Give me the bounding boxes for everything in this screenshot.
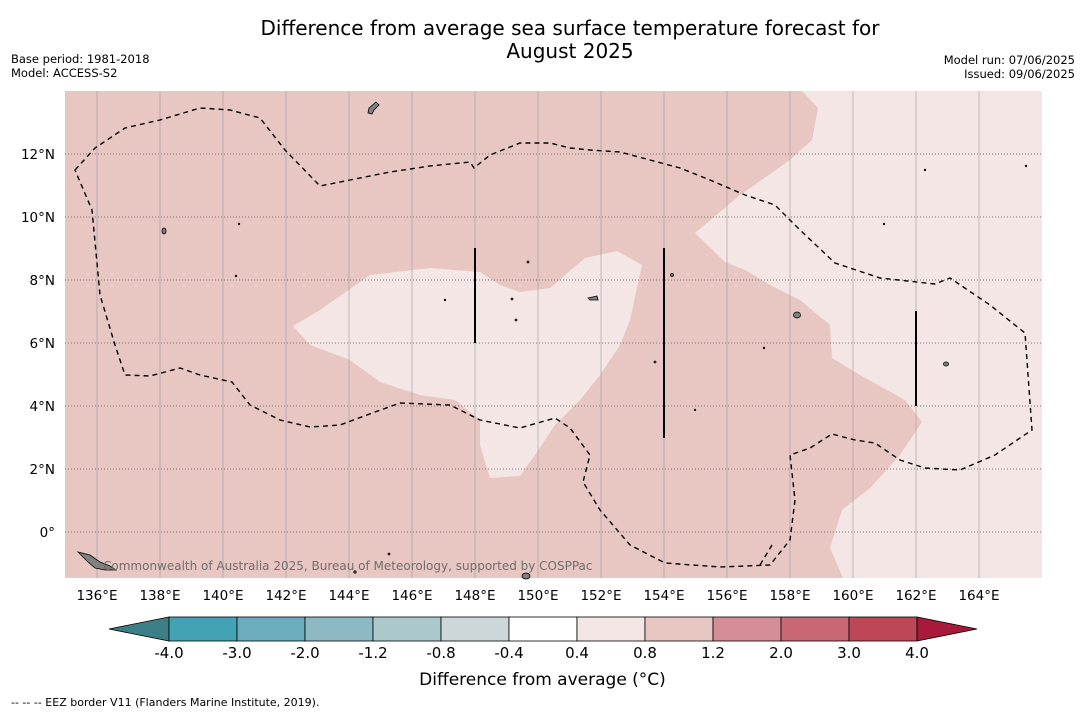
lon-label: 148°E [454, 588, 495, 604]
colorbar-tick-label: -1.2 [358, 644, 387, 662]
island-pohnpei [793, 311, 801, 319]
lon-label: 146°E [391, 588, 432, 604]
eez-south-segment [759, 544, 773, 566]
island-small-7 [510, 297, 514, 301]
colorbar-swatch [848, 616, 918, 642]
colorbar-tick-label: -4.0 [154, 644, 183, 662]
lat-label: 8°N [30, 273, 55, 289]
colorbar-tick-label: 0.4 [565, 644, 589, 662]
island-small-4 [387, 552, 391, 556]
lat-label: 0° [40, 525, 55, 541]
meta-right: Model run: 07/06/2025 Issued: 09/06/2025 [944, 53, 1075, 81]
model-run: Model run: 07/06/2025 [943, 53, 1075, 67]
anomaly-region-central [293, 251, 642, 478]
lon-label: 150°E [517, 588, 558, 604]
island-kosrae [943, 361, 949, 367]
colorbar-swatch [576, 616, 646, 642]
colorbar-tick-label: 1.2 [701, 644, 725, 662]
chart-title-line2: August 2025 [506, 39, 634, 63]
longitude-labels: 136°E 138°E 140°E 142°E 144°E 146°E 148°… [76, 588, 999, 604]
lon-label: 158°E [769, 588, 810, 604]
lon-label: 164°E [958, 588, 999, 604]
island-small-2 [521, 572, 531, 580]
latitude-labels: 12°N 10°N 8°N 6°N 4°N 2°N 0° [21, 147, 55, 541]
colorbar-tick-label: -0.4 [494, 644, 523, 662]
colorbar-tick-label: 2.0 [769, 644, 793, 662]
base-period: Base period: 1981-2018 [11, 52, 150, 66]
eez-palau [74, 107, 1033, 568]
colorbar-title: Difference from average (°C) [419, 670, 666, 690]
eez-footnote: -- -- -- EEZ border V11 (Flanders Marine… [11, 696, 320, 709]
lat-label: 6°N [30, 336, 55, 352]
colorbar-extend-low [108, 616, 170, 642]
lon-label: 144°E [328, 588, 369, 604]
colorbar-swatch [440, 616, 510, 642]
island-small-16 [762, 346, 766, 350]
map-plot: Commonwealth of Australia 2025, Bureau o… [65, 91, 1042, 580]
lon-label: 156°E [706, 588, 747, 604]
colorbar-tick-label: -3.0 [222, 644, 251, 662]
islands [76, 101, 1028, 580]
lon-label: 154°E [643, 588, 684, 604]
issued-date: Issued: 09/06/2025 [964, 67, 1075, 81]
model-name: Model: ACCESS-S2 [11, 66, 118, 80]
island-small-5 [526, 260, 530, 264]
island-small-6 [514, 318, 518, 322]
island-small-13 [923, 168, 927, 172]
eez-borders [74, 107, 1033, 568]
colorbar-tick-label: -2.0 [290, 644, 319, 662]
island-small-15 [882, 222, 886, 226]
lat-label: 10°N [21, 210, 55, 226]
colorbar-tick-label: -0.8 [426, 644, 455, 662]
colorbar-swatch [372, 616, 442, 642]
lon-label: 162°E [895, 588, 936, 604]
colorbar-tick-label: 4.0 [905, 644, 929, 662]
lon-label: 136°E [76, 588, 117, 604]
island-small-11 [653, 360, 657, 364]
island-small-9 [234, 274, 238, 278]
colorbar-swatch [780, 616, 850, 642]
lon-label: 142°E [265, 588, 306, 604]
lat-label: 12°N [21, 147, 55, 163]
island-small-8 [443, 298, 447, 302]
island-small-3 [353, 570, 357, 574]
parallel-grid [65, 153, 1042, 533]
meridian-grid [96, 91, 980, 578]
island-small-12 [693, 408, 697, 412]
colorbar: -4.0 -3.0 -2.0 -1.2 -0.8 -0.4 0.4 0.8 1.2 2.0 3.0 4… [108, 616, 978, 662]
island-yap [161, 227, 167, 235]
island-small-14 [1024, 164, 1028, 168]
lon-label: 152°E [580, 588, 621, 604]
island-guam [367, 101, 380, 115]
colorbar-swatch [644, 616, 714, 642]
map-credit: Commonwealth of Australia 2025, Bureau o… [103, 559, 593, 573]
island-small-1 [670, 273, 674, 277]
solid-boundaries [474, 248, 917, 438]
colorbar-extend-high [916, 616, 978, 642]
colorbar-swatch [304, 616, 374, 642]
lat-label: 4°N [30, 399, 55, 415]
meta-left: Base period: 1981-2018 Model: ACCESS-S2 [11, 52, 150, 80]
colorbar-swatch [508, 616, 578, 642]
colorbar-tick-label: 3.0 [837, 644, 861, 662]
anomaly-region-east [695, 91, 1042, 578]
colorbar-tick-label: 0.8 [633, 644, 657, 662]
lon-label: 138°E [139, 588, 180, 604]
chart-title-line1: Difference from average sea surface temp… [260, 16, 880, 40]
colorbar-swatch [712, 616, 782, 642]
colorbar-swatch [168, 616, 238, 642]
lat-label: 2°N [30, 462, 55, 478]
island-chuuk [587, 295, 599, 301]
colorbar-swatch [236, 616, 306, 642]
lon-label: 160°E [832, 588, 873, 604]
island-new-guinea-west [76, 551, 118, 571]
island-small-10 [237, 222, 241, 226]
lon-label: 140°E [202, 588, 243, 604]
